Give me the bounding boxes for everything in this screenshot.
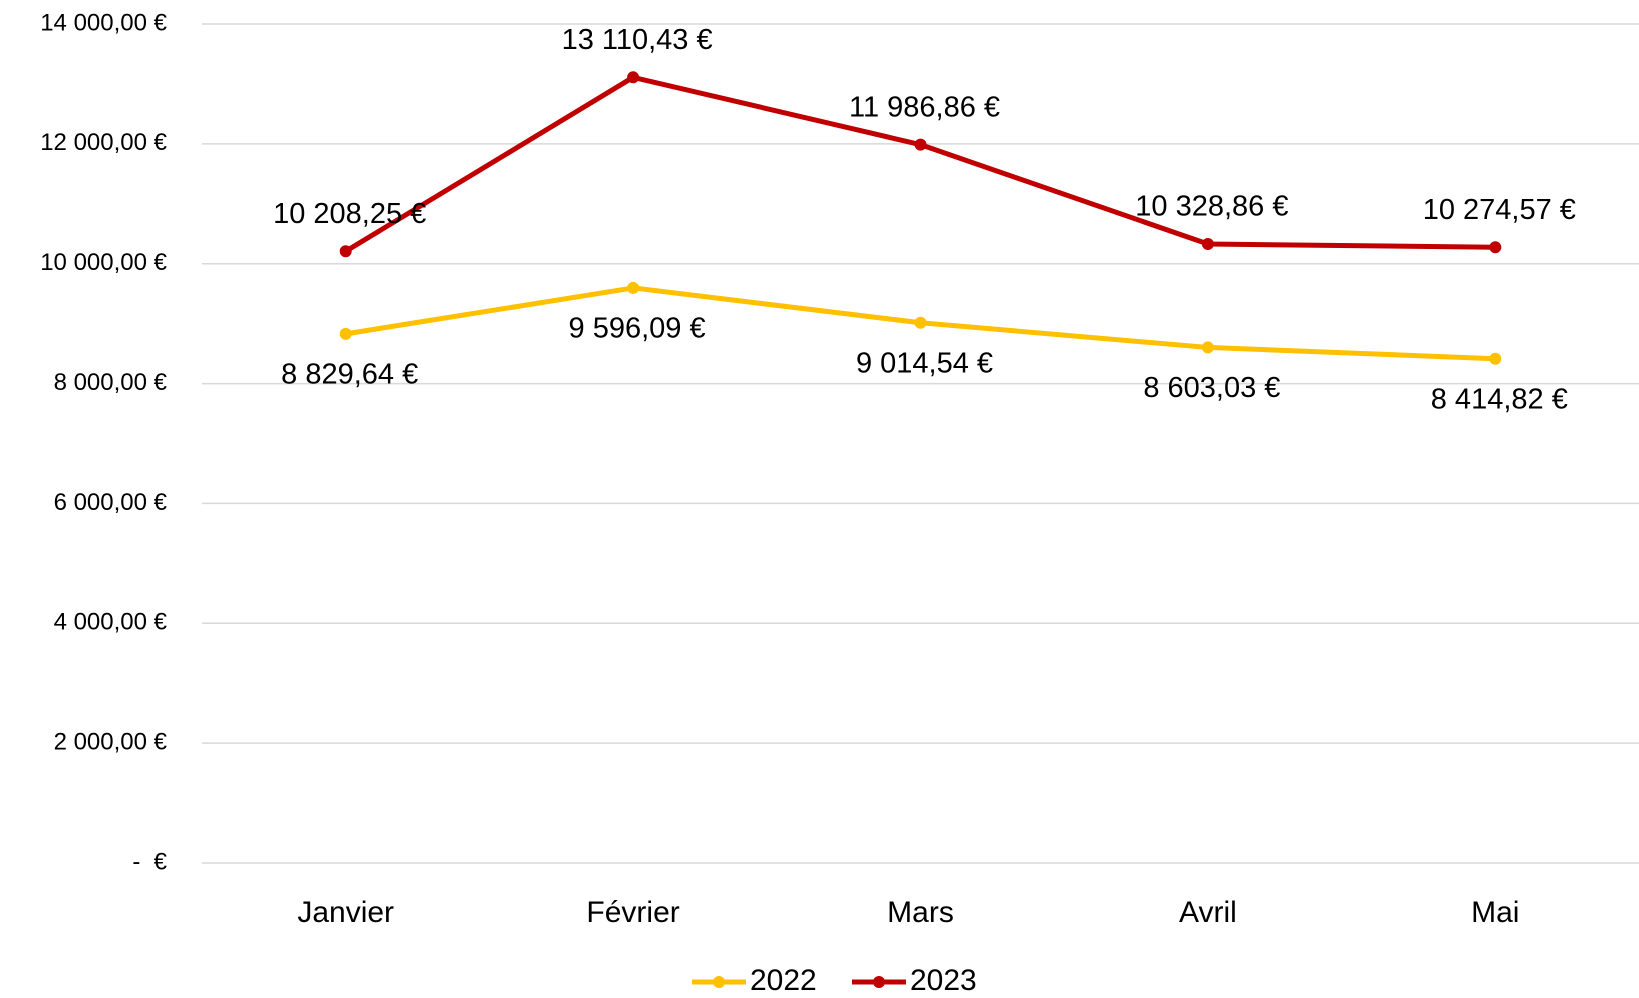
data-point	[914, 138, 927, 151]
data-point	[1489, 241, 1502, 254]
data-label: 9 014,54 €	[856, 347, 993, 379]
data-point	[627, 281, 640, 294]
legend-label: 2022	[750, 964, 817, 997]
data-label: 9 596,09 €	[569, 313, 706, 345]
data-point	[914, 316, 927, 329]
data-point	[339, 327, 352, 340]
data-label: 13 110,43 €	[562, 24, 713, 56]
y-tick-label: - €	[132, 848, 167, 875]
x-tick-label: Avril	[1179, 896, 1237, 929]
legend-marker	[873, 976, 885, 988]
legend-marker	[713, 976, 725, 988]
data-label: 11 986,86 €	[849, 91, 1000, 123]
data-point	[1201, 341, 1214, 354]
y-tick-label: 2 000,00 €	[54, 728, 168, 755]
data-point	[1489, 352, 1502, 365]
data-point	[627, 71, 640, 84]
data-label: 8 414,82 €	[1431, 383, 1568, 415]
y-tick-label: 14 000,00 €	[40, 9, 167, 36]
data-label: 10 274,57 €	[1423, 194, 1576, 226]
x-tick-label: Janvier	[297, 896, 394, 929]
data-point	[339, 245, 352, 258]
y-tick-label: 12 000,00 €	[40, 129, 167, 156]
y-tick-label: 10 000,00 €	[40, 249, 167, 276]
data-label: 10 208,25 €	[273, 198, 426, 230]
x-tick-label: Février	[586, 896, 679, 929]
x-tick-label: Mars	[887, 896, 954, 929]
data-label: 8 829,64 €	[281, 359, 418, 391]
y-tick-label: 6 000,00 €	[54, 489, 168, 516]
y-tick-label: 4 000,00 €	[54, 609, 168, 636]
data-label: 8 603,03 €	[1143, 372, 1280, 404]
data-point	[1201, 238, 1214, 251]
y-tick-label: 8 000,00 €	[54, 369, 168, 396]
legend-label: 2023	[910, 964, 977, 997]
x-tick-label: Mai	[1471, 896, 1519, 929]
data-label: 10 328,86 €	[1135, 191, 1288, 223]
